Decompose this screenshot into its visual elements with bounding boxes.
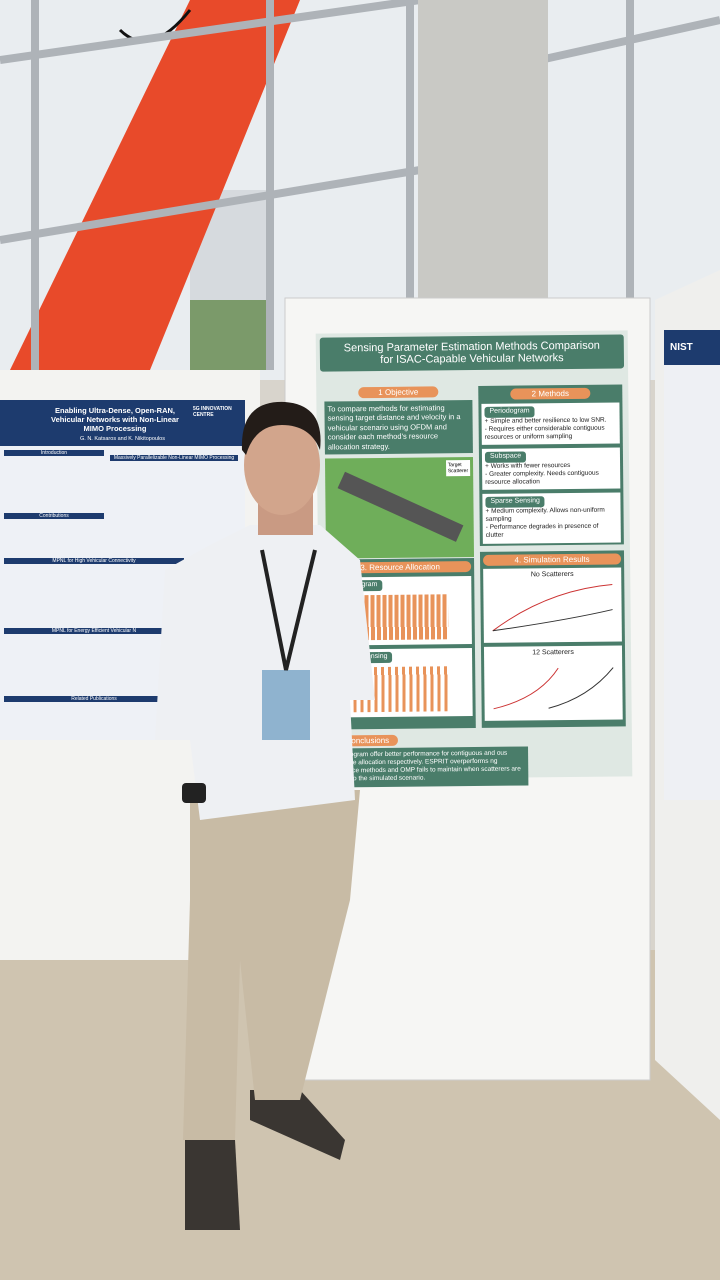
plot xyxy=(493,666,614,710)
center-poster: Sensing Parameter Estimation Methods Com… xyxy=(315,330,633,788)
shoe xyxy=(250,1090,345,1160)
section: Massively Parallelizable Non-Linear MIMO… xyxy=(110,455,238,461)
trousers xyxy=(183,790,360,1140)
lanyard xyxy=(260,549,317,671)
section: Related Publications xyxy=(4,696,184,702)
section: Introduction xyxy=(4,450,104,456)
section: MPNL for High Vehicular Connectivity xyxy=(4,558,184,564)
left-authors: G. N. Katsaros and K. Nikitopoulos xyxy=(0,436,245,446)
shoe xyxy=(185,1140,240,1230)
left-logo: 5G INNOVATION CENTRE xyxy=(193,406,232,418)
watch xyxy=(182,783,206,803)
right-logo: NIST xyxy=(664,330,720,365)
badge xyxy=(262,670,310,740)
window-frames xyxy=(0,0,720,370)
right-poster: NIST xyxy=(664,330,720,800)
column xyxy=(418,0,548,300)
face xyxy=(244,415,320,515)
section: MPNL for Energy Efficient Vehicular N xyxy=(4,628,184,634)
hair xyxy=(241,401,321,455)
left-title: Enabling Ultra-Dense, Open-RAN, Vehicula… xyxy=(0,400,245,436)
trees xyxy=(190,300,270,370)
section: Contributions xyxy=(4,513,104,519)
red-art xyxy=(10,0,300,370)
plot xyxy=(492,583,613,632)
